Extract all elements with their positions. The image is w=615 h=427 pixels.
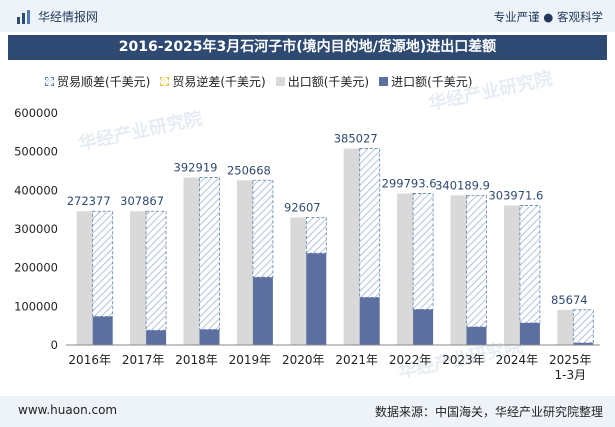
legend-item-import: 进口额(千美元) — [379, 73, 473, 90]
x-tick-label: 2025年 — [549, 353, 592, 367]
y-tick-label: 200000 — [14, 261, 58, 275]
x-tick-label: 1-3月 — [554, 368, 586, 382]
legend-swatch-export — [275, 77, 285, 86]
import-bar — [359, 297, 380, 345]
surplus-bar — [252, 179, 274, 278]
x-tick-label: 2019年 — [229, 353, 272, 367]
import-bar — [199, 329, 220, 345]
data-label: 385027 — [334, 132, 378, 146]
legend-item-export: 出口额(千美元) — [275, 73, 370, 90]
surplus-bar — [519, 205, 541, 324]
y-tick-label: 500000 — [14, 145, 58, 159]
data-label: 340189.9 — [435, 178, 490, 192]
legend-label-surplus: 贸易顺差(千美元) — [57, 75, 151, 89]
tagline: 专业严谨 ● 客观科学 — [493, 10, 603, 24]
import-bar — [519, 322, 540, 345]
data-label: 250668 — [227, 163, 271, 177]
import-bar — [466, 326, 487, 345]
surplus-bar — [305, 216, 327, 254]
import-bar — [252, 277, 273, 345]
legend-item-deficit: 贸易逆差(千美元) — [160, 73, 266, 90]
legend-item-surplus: 贸易顺差(千美元) — [45, 73, 150, 90]
x-tick-label: 2021年 — [335, 353, 378, 367]
data-label: 303971.6 — [488, 188, 543, 202]
data-label: 307867 — [120, 194, 164, 208]
import-bar — [146, 330, 167, 345]
surplus-bar — [199, 177, 220, 330]
surplus-bar — [412, 193, 434, 310]
x-tick-label: 2016年 — [68, 353, 111, 367]
data-label: 92607 — [284, 200, 321, 214]
chart-title: 2016-2025年3月石河子市(境内目的地/货源地)进出口差额 — [8, 35, 607, 60]
watermark-text: 华经产业研究院 — [426, 67, 554, 115]
y-tick-label: 0 — [51, 338, 58, 352]
legend-swatch-surplus — [45, 77, 54, 86]
data-label: 392919 — [174, 161, 218, 175]
data-label: 85674 — [551, 293, 588, 307]
surplus-bar — [92, 210, 114, 317]
surplus-bar — [572, 309, 594, 344]
legend-swatch-deficit — [160, 77, 170, 86]
brand-logo-icon — [17, 9, 30, 24]
import-bar — [413, 309, 434, 345]
y-tick-label: 600000 — [14, 106, 58, 120]
footer-website[interactable]: www.huaon.com — [18, 403, 118, 417]
import-bar — [92, 316, 113, 345]
legend-label-export: 出口额(千美元) — [287, 75, 370, 89]
y-tick-label: 400000 — [14, 183, 58, 197]
legend-label-deficit: 贸易逆差(千美元) — [172, 75, 266, 89]
x-tick-label: 2023年 — [442, 353, 485, 367]
top-bar: 华经情报网 专业严谨 ● 客观科学 — [0, 0, 615, 32]
x-tick-label: 2022年 — [389, 353, 432, 367]
chart-legend: 贸易顺差(千美元) 贸易逆差(千美元) 出口额(千美元) 进口额(千美元) — [45, 73, 483, 90]
brand-name: 华经情报网 — [38, 10, 99, 24]
data-label: 299793.6 — [382, 176, 437, 190]
y-tick-label: 100000 — [14, 299, 58, 313]
data-label: 272377 — [67, 194, 111, 208]
legend-label-import: 进口额(千美元) — [391, 75, 473, 89]
import-bar — [573, 342, 594, 345]
watermark-text: 华经产业研究院 — [76, 107, 204, 155]
legend-swatch-import — [379, 77, 389, 86]
footer: www.huaon.com 数据来源：中国海关，华经产业研究院整理 — [0, 396, 615, 427]
y-tick-label: 300000 — [14, 222, 58, 236]
import-bar — [306, 253, 327, 345]
x-tick-label: 2018年 — [175, 353, 218, 367]
surplus-bar — [145, 210, 167, 331]
surplus-bar — [466, 194, 487, 328]
x-tick-label: 2017年 — [122, 353, 165, 367]
x-tick-label: 2024年 — [496, 353, 539, 367]
surplus-bar — [359, 148, 381, 298]
footer-source: 数据来源：中国海关，华经产业研究院整理 — [374, 405, 603, 419]
brand[interactable]: 华经情报网 — [16, 8, 98, 25]
x-tick-label: 2020年 — [282, 353, 325, 367]
